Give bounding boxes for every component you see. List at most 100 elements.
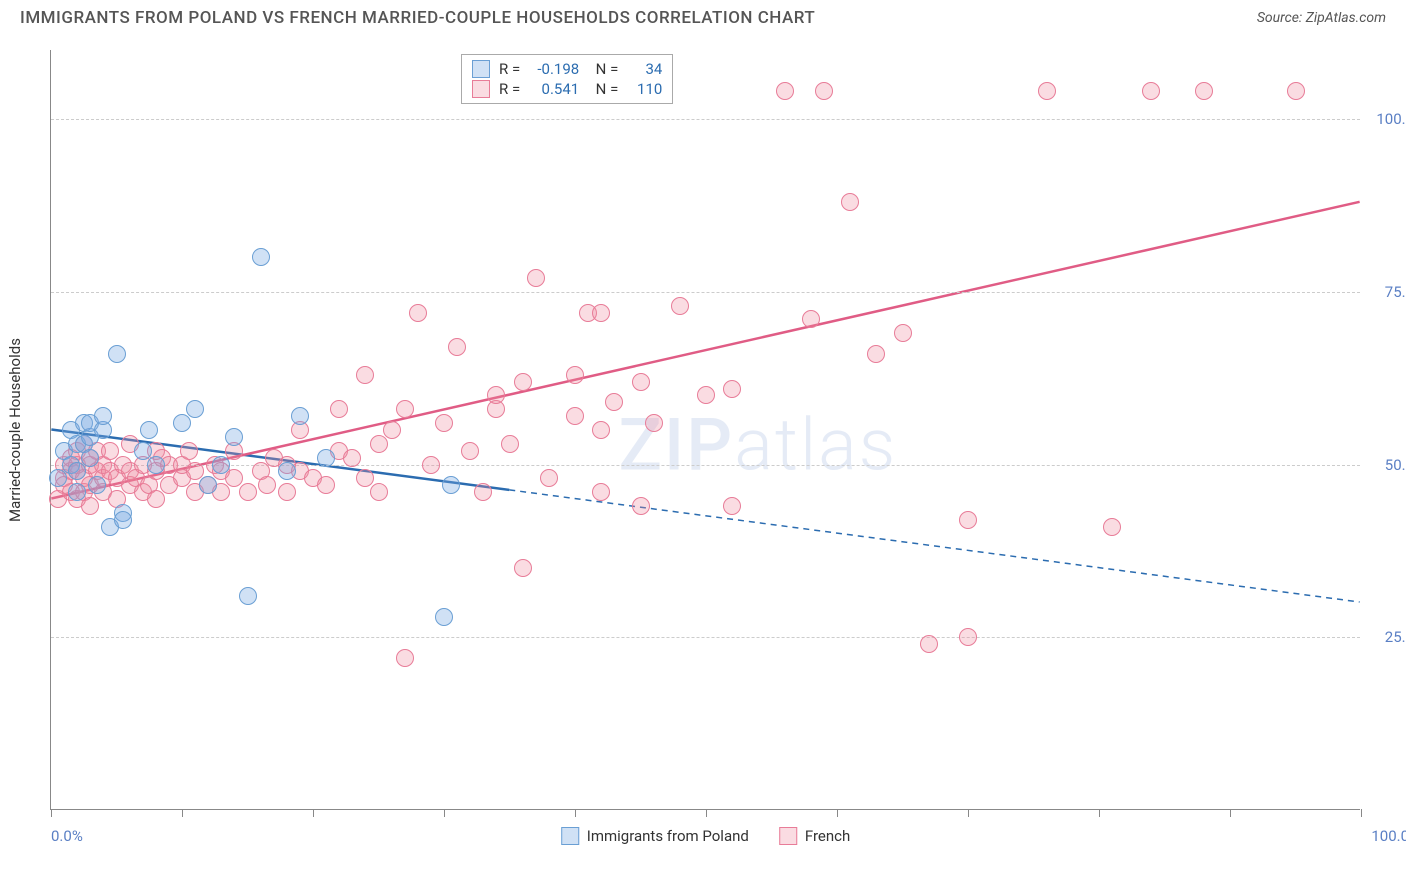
- scatter-point-french: [239, 483, 257, 501]
- x-tick: [182, 809, 183, 817]
- scatter-point-french: [501, 435, 519, 453]
- scatter-point-french: [258, 476, 276, 494]
- stat-n-label: N =: [588, 60, 618, 78]
- stat-r-label: R =: [499, 80, 520, 98]
- x-axis-label-max: 100.0%: [1371, 827, 1406, 845]
- y-tick-label: 50.0%: [1365, 456, 1406, 474]
- scatter-point-french: [632, 373, 650, 391]
- bottom-legend: Immigrants from Poland French: [561, 827, 851, 845]
- x-tick: [1099, 809, 1100, 817]
- scatter-point-poland: [186, 400, 204, 418]
- y-axis-title: Married-couple Households: [6, 338, 24, 522]
- legend-swatch-icon: [779, 827, 797, 845]
- scatter-point-poland: [114, 511, 132, 529]
- scatter-point-poland: [140, 421, 158, 439]
- scatter-point-french: [540, 469, 558, 487]
- scatter-point-french: [1287, 82, 1305, 100]
- scatter-point-french: [514, 559, 532, 577]
- scatter-point-french: [147, 490, 165, 508]
- scatter-point-french: [1103, 518, 1121, 536]
- scatter-point-poland: [212, 456, 230, 474]
- stats-row-french: R =0.541 N =110: [472, 79, 662, 99]
- legend-label: Immigrants from Poland: [587, 827, 749, 845]
- scatter-point-poland: [252, 248, 270, 266]
- legend-swatch-icon: [472, 80, 490, 98]
- scatter-point-french: [330, 400, 348, 418]
- scatter-point-french: [566, 407, 584, 425]
- scatter-point-poland: [49, 469, 67, 487]
- scatter-point-poland: [94, 407, 112, 425]
- source-label: Source: ZipAtlas.com: [1257, 10, 1386, 26]
- scatter-point-french: [592, 421, 610, 439]
- scatter-point-french: [383, 421, 401, 439]
- scatter-point-french: [723, 380, 741, 398]
- y-tick-label: 25.0%: [1365, 628, 1406, 646]
- scatter-point-poland: [291, 407, 309, 425]
- y-tick-label: 75.0%: [1365, 283, 1406, 301]
- scatter-point-french: [867, 345, 885, 363]
- x-tick: [313, 809, 314, 817]
- chart-title: IMMIGRANTS FROM POLAND VS FRENCH MARRIED…: [20, 8, 815, 28]
- stat-n-value: 34: [627, 60, 662, 78]
- scatter-point-french: [645, 414, 663, 432]
- scatter-point-french: [180, 442, 198, 460]
- scatter-point-french: [278, 483, 296, 501]
- scatter-point-french: [435, 414, 453, 432]
- scatter-point-french: [802, 310, 820, 328]
- gridline: [51, 637, 1360, 638]
- scatter-point-french: [605, 393, 623, 411]
- scatter-point-french: [723, 497, 741, 515]
- legend-swatch-icon: [561, 827, 579, 845]
- scatter-point-french: [409, 304, 427, 322]
- x-tick: [837, 809, 838, 817]
- scatter-point-french: [527, 269, 545, 287]
- trend-lines-layer: [51, 50, 1360, 809]
- scatter-point-french: [776, 82, 794, 100]
- scatter-point-french: [356, 366, 374, 384]
- scatter-point-french: [959, 511, 977, 529]
- scatter-point-poland: [225, 428, 243, 446]
- legend-item: French: [779, 827, 850, 845]
- scatter-point-french: [1195, 82, 1213, 100]
- scatter-point-poland: [68, 462, 86, 480]
- stat-n-value: 110: [627, 80, 662, 98]
- stat-n-label: N =: [588, 80, 618, 98]
- x-tick: [706, 809, 707, 817]
- scatter-point-french: [514, 373, 532, 391]
- legend-item: Immigrants from Poland: [561, 827, 749, 845]
- scatter-point-french: [474, 483, 492, 501]
- scatter-point-french: [697, 386, 715, 404]
- scatter-point-poland: [88, 476, 106, 494]
- scatter-point-french: [370, 483, 388, 501]
- scatter-point-french: [920, 635, 938, 653]
- scatter-point-poland: [173, 414, 191, 432]
- stat-r-label: R =: [499, 60, 520, 78]
- trendline-french: [51, 202, 1359, 499]
- scatter-point-french: [487, 386, 505, 404]
- stats-row-poland: R = -0.198 N = 34: [472, 59, 662, 79]
- scatter-point-french: [592, 304, 610, 322]
- scatter-point-poland: [239, 587, 257, 605]
- stats-legend-box: R =-0.198 N =34R =0.541 N =110: [461, 54, 673, 104]
- gridline: [51, 119, 1360, 120]
- scatter-point-poland: [442, 476, 460, 494]
- stat-r-value: -0.198: [529, 60, 579, 78]
- scatter-point-french: [815, 82, 833, 100]
- x-tick: [968, 809, 969, 817]
- scatter-point-french: [1038, 82, 1056, 100]
- scatter-point-french: [592, 483, 610, 501]
- x-tick: [1230, 809, 1231, 817]
- scatter-point-poland: [147, 456, 165, 474]
- x-axis-label-min: 0.0%: [51, 827, 83, 845]
- scatter-point-french: [461, 442, 479, 460]
- scatter-point-french: [422, 456, 440, 474]
- scatter-point-poland: [81, 449, 99, 467]
- x-tick: [1361, 809, 1362, 817]
- scatter-point-french: [671, 297, 689, 315]
- scatter-point-poland: [68, 483, 86, 501]
- x-tick: [444, 809, 445, 817]
- scatter-point-french: [894, 324, 912, 342]
- scatter-point-poland: [108, 345, 126, 363]
- scatter-point-poland: [317, 449, 335, 467]
- scatter-point-poland: [435, 608, 453, 626]
